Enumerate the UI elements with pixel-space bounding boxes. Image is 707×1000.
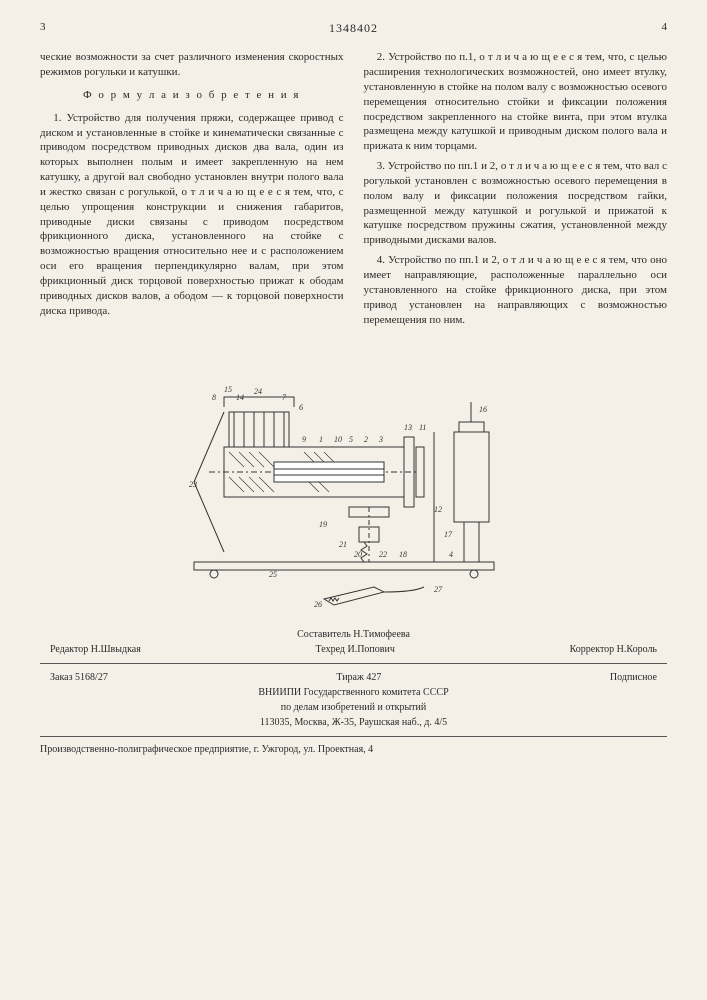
svg-text:19: 19: [319, 520, 327, 529]
right-column: 2. Устройство по п.1, о т л и ч а ю щ е …: [364, 50, 668, 332]
svg-text:1: 1: [319, 435, 323, 444]
svg-text:20: 20: [354, 550, 362, 559]
tiraz: Тираж 427: [336, 670, 381, 685]
subscription: Подписное: [610, 670, 657, 685]
svg-text:4: 4: [449, 550, 453, 559]
compiler: Составитель Н.Тимофеева: [40, 627, 667, 642]
svg-text:22: 22: [379, 550, 387, 559]
footer-block: Заказ 5168/27 Тираж 427 Подписное ВНИИПИ…: [40, 670, 667, 730]
svg-text:6: 6: [299, 403, 303, 412]
svg-text:25: 25: [269, 570, 277, 579]
techred: Техред И.Попович: [316, 642, 395, 657]
svg-text:3: 3: [378, 435, 383, 444]
patent-number: 1348402: [329, 20, 378, 36]
right-col-num: 4: [662, 20, 668, 44]
svg-text:2: 2: [364, 435, 368, 444]
left-col-num: 3: [40, 20, 46, 44]
claim-1: 1. Устройство для получения пряжи, содер…: [40, 111, 344, 319]
claim-4: 4. Устройство по пп.1 и 2, о т л и ч а ю…: [364, 253, 668, 327]
editor: Редактор Н.Швыдкая: [50, 642, 141, 657]
formula-heading: Ф о р м у л а и з о б р е т е н и я: [40, 88, 344, 103]
svg-text:5: 5: [349, 435, 353, 444]
claim-3: 3. Устройство по пп.1 и 2, о т л и ч а ю…: [364, 159, 668, 248]
svg-text:18: 18: [399, 550, 407, 559]
svg-text:13: 13: [404, 423, 412, 432]
intro-text: ческие возможности за счет различного из…: [40, 50, 344, 80]
svg-text:23: 23: [189, 480, 197, 489]
svg-text:15: 15: [224, 385, 232, 394]
svg-text:21: 21: [339, 540, 347, 549]
svg-text:24: 24: [254, 387, 262, 396]
column-number-row: 3 1348402 4: [40, 20, 667, 44]
corrector: Корректор Н.Король: [570, 642, 657, 657]
claim-2: 2. Устройство по п.1, о т л и ч а ю щ е …: [364, 50, 668, 154]
org-line-1: ВНИИПИ Государственного комитета СССР: [40, 685, 667, 700]
svg-text:27: 27: [434, 585, 443, 594]
svg-text:17: 17: [444, 530, 453, 539]
device-diagram-svg: 815 1424 76 91 105 23 1311 16 23 1912 17…: [154, 352, 554, 612]
svg-text:9: 9: [302, 435, 306, 444]
text-columns: ческие возможности за счет различного из…: [40, 50, 667, 332]
svg-text:8: 8: [212, 393, 216, 402]
svg-text:14: 14: [236, 393, 244, 402]
order-num: Заказ 5168/27: [50, 670, 108, 685]
svg-text:10: 10: [334, 435, 342, 444]
credits-block: Составитель Н.Тимофеева Редактор Н.Швыдк…: [40, 627, 667, 657]
left-column: ческие возможности за счет различного из…: [40, 50, 344, 332]
svg-text:12: 12: [434, 505, 442, 514]
divider-1: [40, 663, 667, 664]
divider-2: [40, 736, 667, 737]
printer-line: Производственно-полиграфическое предприя…: [40, 743, 667, 757]
org-address: 113035, Москва, Ж-35, Раушская наб., д. …: [40, 715, 667, 730]
svg-text:11: 11: [419, 423, 426, 432]
org-line-2: по делам изобретений и открытий: [40, 700, 667, 715]
svg-text:26: 26: [314, 600, 322, 609]
svg-text:16: 16: [479, 405, 487, 414]
technical-drawing: 815 1424 76 91 105 23 1311 16 23 1912 17…: [40, 352, 667, 612]
